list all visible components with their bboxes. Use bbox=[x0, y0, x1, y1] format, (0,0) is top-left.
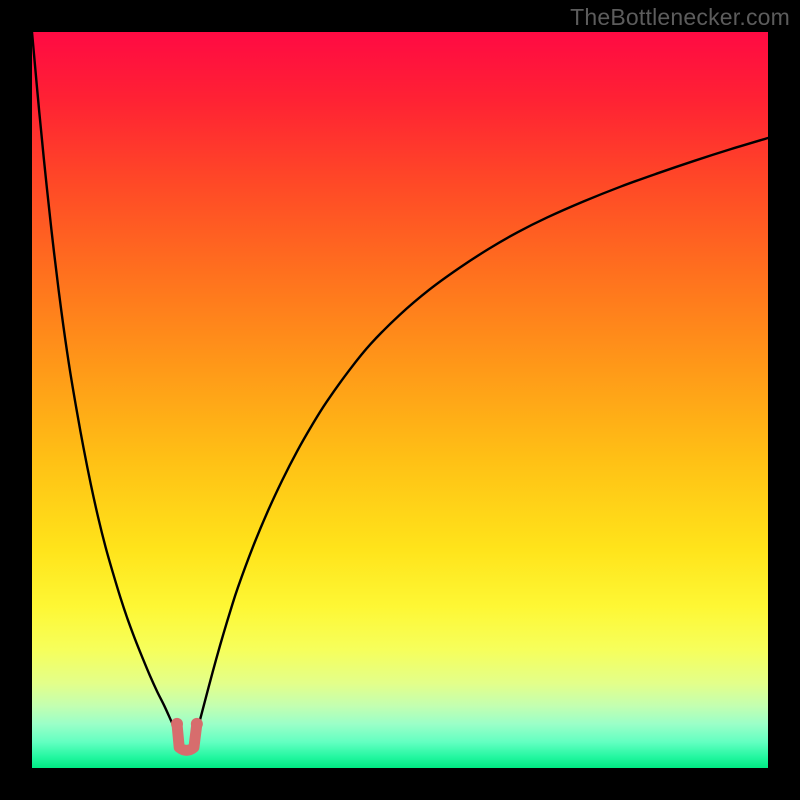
stage: TheBottlenecker.com bbox=[0, 0, 800, 800]
curve-right-branch bbox=[194, 138, 768, 737]
valley-marker bbox=[171, 718, 203, 751]
plot-area bbox=[32, 32, 768, 768]
bottleneck-curve bbox=[32, 32, 768, 768]
watermark-text: TheBottlenecker.com bbox=[570, 4, 790, 31]
curve-left-branch bbox=[32, 32, 179, 737]
